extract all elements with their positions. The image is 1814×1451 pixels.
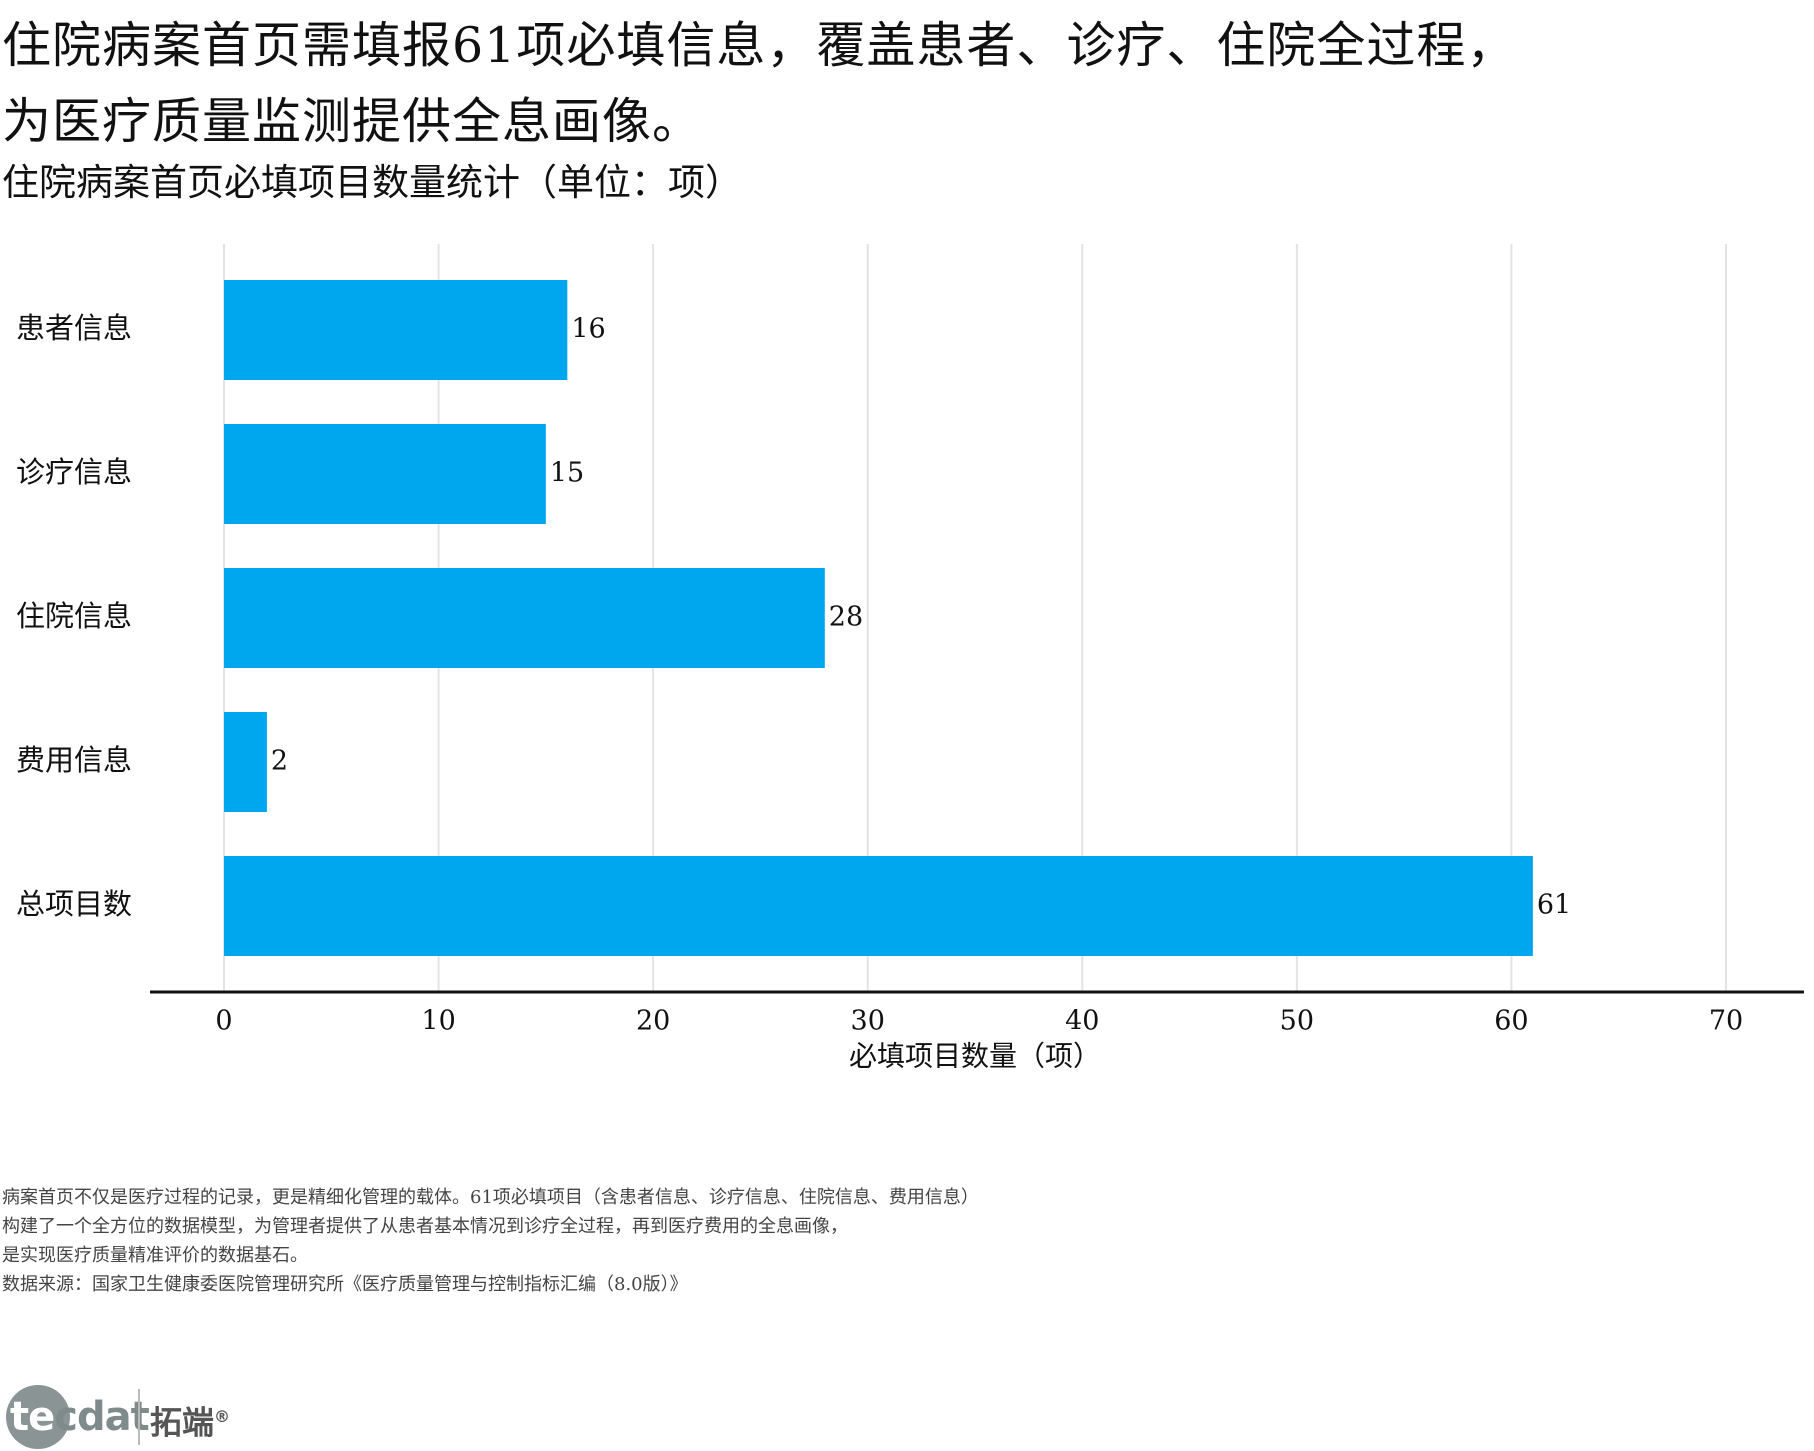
category-label: 费用信息 [16,743,132,777]
source-note: 数据来源：国家卫生健康委医院管理研究所《医疗质量管理与控制指标汇编（8.0版）》 [2,1274,688,1295]
bar [224,856,1533,956]
bar [224,712,267,812]
x-tick-label: 30 [851,1006,885,1037]
headline-line-1: 住院病案首页需填报61项必填信息，覆盖患者、诊疗、住院全过程， [2,17,1517,74]
brand-logo: tecdat 拓端® [4,1385,244,1449]
logo-cn-name: 拓端® [150,1403,231,1442]
headline: 住院病案首页需填报61项必填信息，覆盖患者、诊疗、住院全过程， 为医疗质量监测提… [2,8,1802,160]
logo-divider [138,1389,140,1445]
x-tick-label: 60 [1494,1006,1528,1037]
x-axis-title: 必填项目数量（项） [849,1040,1101,1073]
x-tick-label: 0 [215,1006,232,1037]
note-line: 病案首页不仅是医疗过程的记录，更是精细化管理的载体。61项必填项目（含患者信息、… [2,1187,979,1208]
data-label: 28 [829,602,863,633]
note-line: 是实现医疗质量精准评价的数据基石。 [2,1245,308,1266]
headline-line-2: 为医疗质量监测提供全息画像。 [2,93,703,150]
x-tick-label: 70 [1709,1006,1743,1037]
data-label: 61 [1537,890,1571,921]
category-label: 住院信息 [16,599,132,633]
logo-wordmark: tecdat [10,1394,150,1440]
data-label: 2 [271,746,288,777]
bar [224,424,546,524]
bar-chart: 患者信息 16 诊疗信息 15 住院信息 28 费用信息 2 总项目数 61 0 10 20 30 40 50… [16,244,1804,1073]
logo-circle-icon [6,1385,70,1449]
note-line: 构建了一个全方位的数据模型，为管理者提供了从患者基本情况到诊疗全过程，再到医疗费… [2,1216,848,1237]
category-label: 总项目数 [16,887,132,921]
chart-subtitle: 住院病案首页必填项目数量统计（单位：项） [2,161,742,204]
x-tick-label: 40 [1065,1006,1099,1037]
bar [224,568,825,668]
data-label: 15 [550,458,584,489]
x-tick-label: 20 [636,1006,670,1037]
bar [224,280,568,380]
chart-notes: 病案首页不仅是医疗过程的记录，更是精细化管理的载体。61项必填项目（含患者信息、… [2,1183,979,1299]
category-label: 诊疗信息 [16,455,132,489]
x-tick-label: 10 [421,1006,455,1037]
category-label: 患者信息 [16,311,132,345]
data-label: 16 [571,314,605,345]
x-tick-label: 50 [1280,1006,1314,1037]
